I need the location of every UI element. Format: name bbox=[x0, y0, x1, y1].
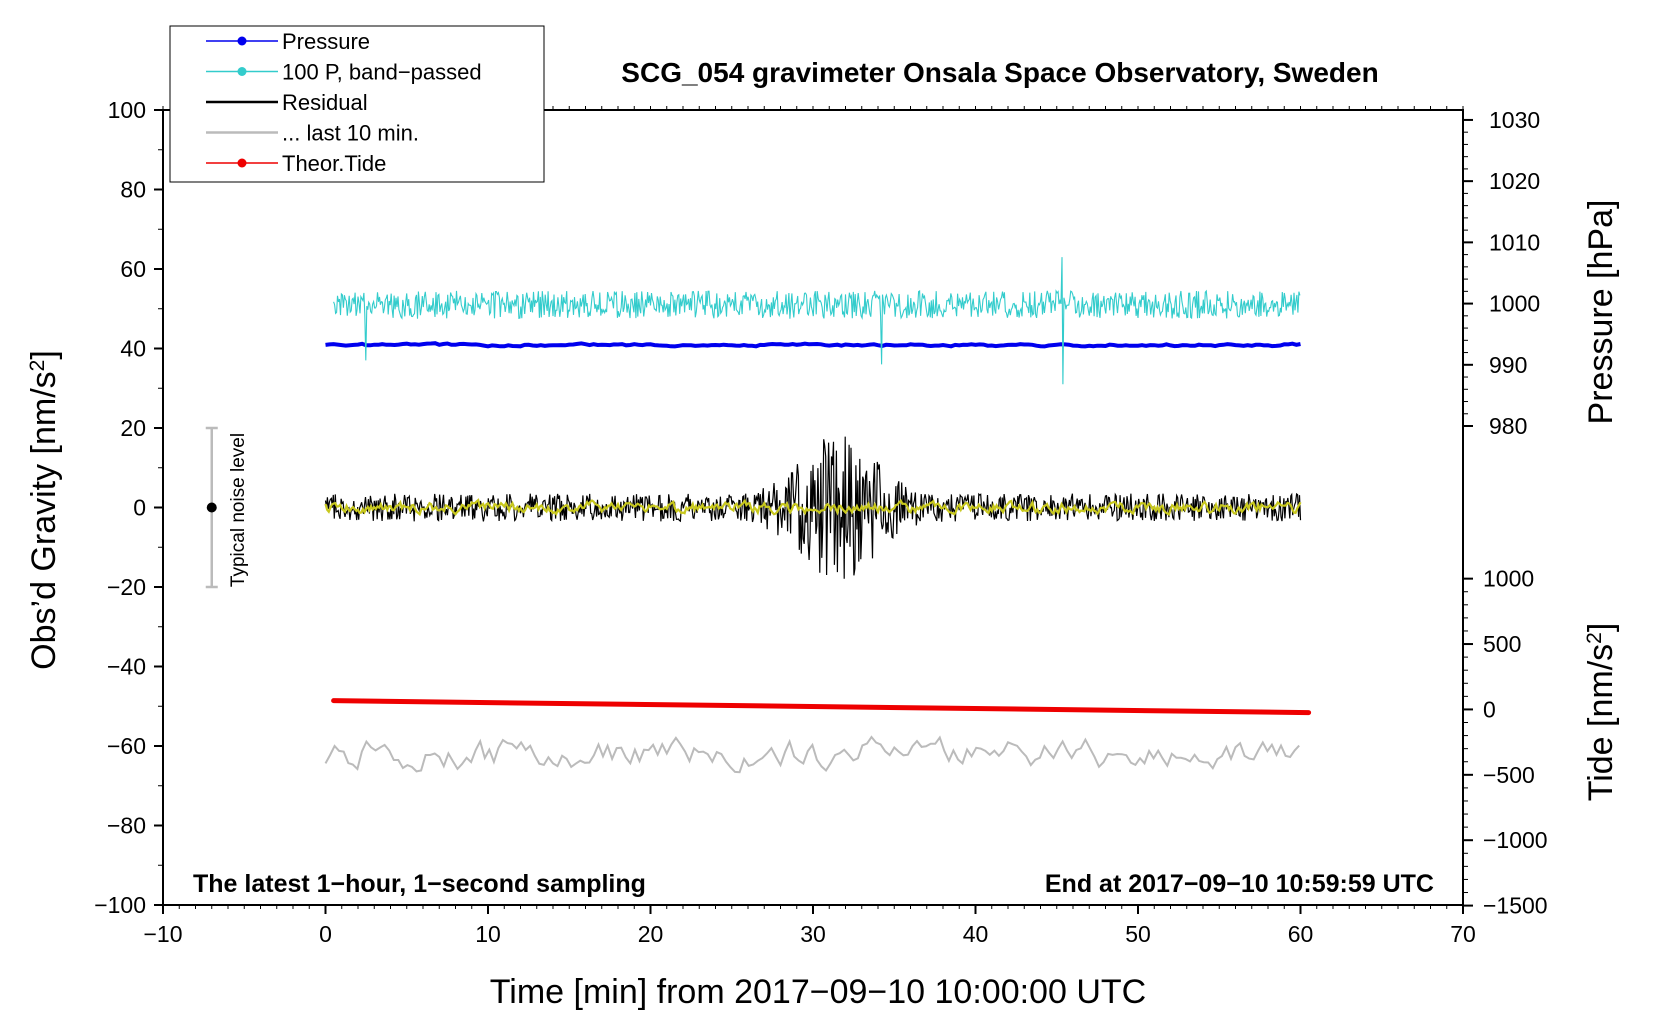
pressure-tick-label: 1030 bbox=[1489, 107, 1540, 133]
noise-level-label: Typical noise level bbox=[228, 433, 249, 587]
tide-axis-title: Tide [nm/s2] bbox=[1582, 623, 1620, 802]
legend-label: Pressure bbox=[282, 29, 370, 54]
tide-tick-label: 1000 bbox=[1483, 566, 1534, 592]
x-tick-label: 10 bbox=[475, 921, 501, 947]
legend-marker bbox=[237, 36, 247, 46]
tide-axis-title-sup: 2 bbox=[1583, 632, 1606, 644]
y-tick-label: −20 bbox=[107, 574, 146, 600]
x-tick-label: 50 bbox=[1125, 921, 1151, 947]
y-tick-label: 0 bbox=[133, 495, 146, 521]
y-tick-label: −60 bbox=[107, 733, 146, 759]
y-tick-label: 20 bbox=[120, 415, 146, 441]
x-tick-label: 70 bbox=[1450, 921, 1476, 947]
tide-tick-label: 500 bbox=[1483, 631, 1521, 657]
x-tick-label: −10 bbox=[143, 921, 182, 947]
y-tick-label: −40 bbox=[107, 654, 146, 680]
pressure-tick-label: 1010 bbox=[1489, 229, 1540, 255]
y-tick-label: −100 bbox=[94, 892, 146, 918]
series-residual-smoothed-line bbox=[324, 498, 1302, 517]
tide-tick-label: −1000 bbox=[1483, 827, 1548, 853]
sampling-note: The latest 1−hour, 1−second sampling bbox=[193, 870, 646, 898]
legend-label: Theor.Tide bbox=[282, 151, 386, 176]
y-tick-label: 40 bbox=[120, 336, 146, 362]
y-axis-title-end: ] bbox=[25, 350, 63, 359]
series-group bbox=[324, 257, 1312, 774]
tide-tick-label: 0 bbox=[1483, 696, 1496, 722]
x-tick-label: 40 bbox=[963, 921, 989, 947]
series-pressure-line bbox=[325, 341, 1301, 349]
end-time-note: End at 2017−09−10 10:59:59 UTC bbox=[1045, 870, 1434, 898]
y-tick-label: 80 bbox=[120, 177, 146, 203]
pressure-tick-label: 1020 bbox=[1489, 168, 1540, 194]
tide-tick-label: −1500 bbox=[1483, 893, 1548, 919]
series-theor-tide-line bbox=[331, 698, 1312, 716]
chart-title: SCG_054 gravimeter Onsala Space Observat… bbox=[621, 57, 1378, 88]
legend-marker bbox=[237, 67, 247, 76]
x-tick-label: 20 bbox=[638, 921, 664, 947]
x-tick-label: 60 bbox=[1288, 921, 1314, 947]
legend-label: 100 P, band−passed bbox=[282, 60, 482, 85]
legend-marker bbox=[237, 158, 247, 168]
y-tick-label: −80 bbox=[107, 813, 146, 839]
x-tick-label: 30 bbox=[800, 921, 826, 947]
noise-bar-center-dot bbox=[206, 502, 217, 513]
y-axis-title: Obs’d Gravity [nm/s2] bbox=[25, 350, 63, 670]
legend-label: Residual bbox=[282, 90, 368, 115]
text-layer: SCG_054 gravimeter Onsala Space Observat… bbox=[25, 57, 1620, 1011]
pressure-tick-label: 980 bbox=[1489, 413, 1527, 439]
series-layer bbox=[324, 257, 1312, 774]
legend-label: ... last 10 min. bbox=[282, 121, 419, 146]
tide-axis-title-main: Tide [nm/s bbox=[1582, 644, 1620, 801]
x-tick-label: 0 bbox=[319, 921, 332, 947]
pressure-axis-title: Pressure [hPa] bbox=[1582, 200, 1620, 425]
y-tick-label: 60 bbox=[120, 256, 146, 282]
pressure-tick-label: 990 bbox=[1489, 352, 1527, 378]
legend-box bbox=[169, 25, 545, 183]
y-axis-title-main: Obs’d Gravity [nm/s bbox=[25, 371, 63, 670]
tide-axis-title-end: ] bbox=[1582, 623, 1620, 632]
y-tick-label: 100 bbox=[108, 97, 146, 123]
series-pressure-bandpassed-line bbox=[333, 257, 1301, 385]
tide-tick-label: −500 bbox=[1483, 762, 1535, 788]
legend: Pressure 100 P, band−passed Residual ... la… bbox=[169, 25, 545, 183]
x-axis-title: Time [min] from 2017−09−10 10:00:00 UTC bbox=[490, 973, 1146, 1011]
pressure-tick-label: 1000 bbox=[1489, 291, 1540, 317]
y-axis-title-sup: 2 bbox=[26, 360, 49, 372]
axes-layer: −10 0 10 20 30 40 50 60 70−100−80−60−40−20020406… bbox=[94, 97, 1547, 947]
series-last-10-min-line bbox=[324, 735, 1300, 774]
